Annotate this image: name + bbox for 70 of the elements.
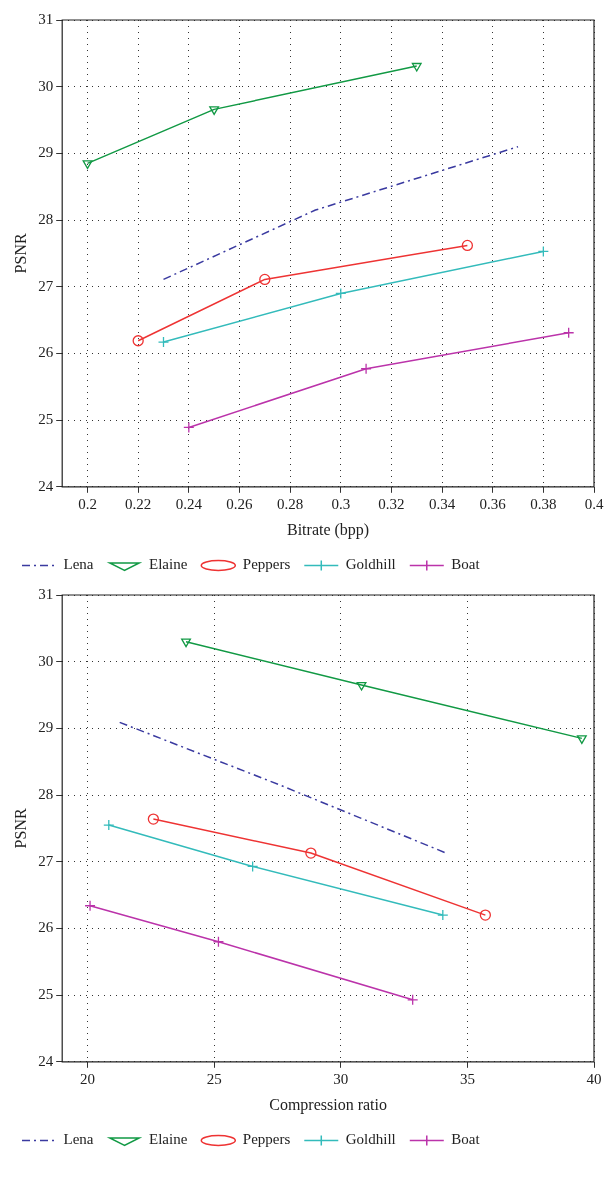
y-tick-label: 25 bbox=[38, 411, 54, 428]
x-tick-label: 0.26 bbox=[226, 495, 254, 512]
point bbox=[259, 273, 271, 286]
point bbox=[537, 245, 549, 258]
point bbox=[356, 681, 367, 691]
point bbox=[437, 909, 449, 921]
point bbox=[461, 239, 474, 252]
point bbox=[147, 813, 160, 825]
x-tick-label: 25 bbox=[206, 1070, 222, 1087]
legend-label: Lena bbox=[63, 556, 94, 573]
point bbox=[305, 847, 317, 859]
point bbox=[407, 994, 419, 1006]
y-tick-label: 24 bbox=[38, 477, 54, 494]
point bbox=[246, 860, 259, 873]
y-tick-label: 29 bbox=[38, 719, 54, 736]
x-tick-label: 0.32 bbox=[378, 495, 405, 512]
x-tick-label: 0.3 bbox=[331, 495, 351, 512]
y-tick-label: 29 bbox=[38, 144, 54, 161]
y-tick-label: 24 bbox=[38, 1052, 54, 1069]
point bbox=[157, 336, 170, 348]
y-tick-label: 27 bbox=[38, 852, 54, 869]
y-axis-title: PSNR bbox=[11, 233, 29, 274]
x-tick-label: 0.38 bbox=[530, 495, 557, 512]
x-tick-label: 0.2 bbox=[78, 495, 97, 512]
x-tick-label: 40 bbox=[586, 1070, 602, 1087]
y-tick-label: 31 bbox=[38, 10, 54, 27]
point bbox=[411, 62, 422, 72]
legend-label: Lena bbox=[63, 1131, 94, 1148]
x-axis-title: Compression ratio bbox=[269, 1095, 387, 1114]
point bbox=[335, 287, 347, 300]
legend-label: Peppers bbox=[242, 556, 291, 573]
y-tick-label: 25 bbox=[38, 986, 54, 1003]
x-tick-label: 0.34 bbox=[428, 495, 456, 512]
legend-label: Peppers bbox=[242, 1131, 291, 1148]
legend-label: Boat bbox=[451, 556, 481, 573]
x-axis-title: Bitrate (bpp) bbox=[287, 520, 370, 539]
y-tick-label: 30 bbox=[38, 77, 54, 94]
point bbox=[181, 638, 192, 648]
x-tick-label: 0.22 bbox=[125, 495, 152, 512]
point bbox=[209, 106, 220, 116]
legend-label: Goldhill bbox=[345, 556, 396, 573]
point bbox=[132, 335, 144, 347]
point bbox=[103, 819, 115, 831]
point bbox=[563, 327, 575, 339]
legend-label: Elaine bbox=[148, 556, 188, 573]
x-tick-label: 0.36 bbox=[479, 495, 507, 512]
legend-label: Boat bbox=[451, 1131, 481, 1148]
y-axis-title: PSNR bbox=[11, 808, 29, 849]
y-tick-label: 30 bbox=[38, 652, 54, 669]
legend-label: Goldhill bbox=[345, 1131, 396, 1148]
point bbox=[576, 735, 587, 745]
y-tick-label: 28 bbox=[38, 210, 54, 227]
point bbox=[360, 363, 372, 375]
legend-label: Elaine bbox=[148, 1131, 188, 1148]
x-tick-label: 35 bbox=[459, 1070, 475, 1087]
x-tick-label: 20 bbox=[80, 1070, 96, 1087]
x-tick-label: 0.4 bbox=[584, 495, 604, 512]
point bbox=[82, 160, 93, 170]
y-tick-label: 26 bbox=[38, 344, 54, 361]
y-tick-label: 27 bbox=[38, 277, 54, 294]
point bbox=[479, 909, 492, 921]
x-tick-label: 30 bbox=[333, 1070, 349, 1087]
point bbox=[212, 936, 225, 948]
y-tick-label: 28 bbox=[38, 785, 54, 802]
x-tick-label: 0.24 bbox=[175, 495, 203, 512]
x-tick-label: 0.28 bbox=[276, 495, 304, 512]
y-tick-label: 31 bbox=[38, 585, 54, 602]
point bbox=[183, 421, 195, 434]
point bbox=[84, 900, 96, 912]
y-tick-label: 26 bbox=[38, 919, 54, 936]
